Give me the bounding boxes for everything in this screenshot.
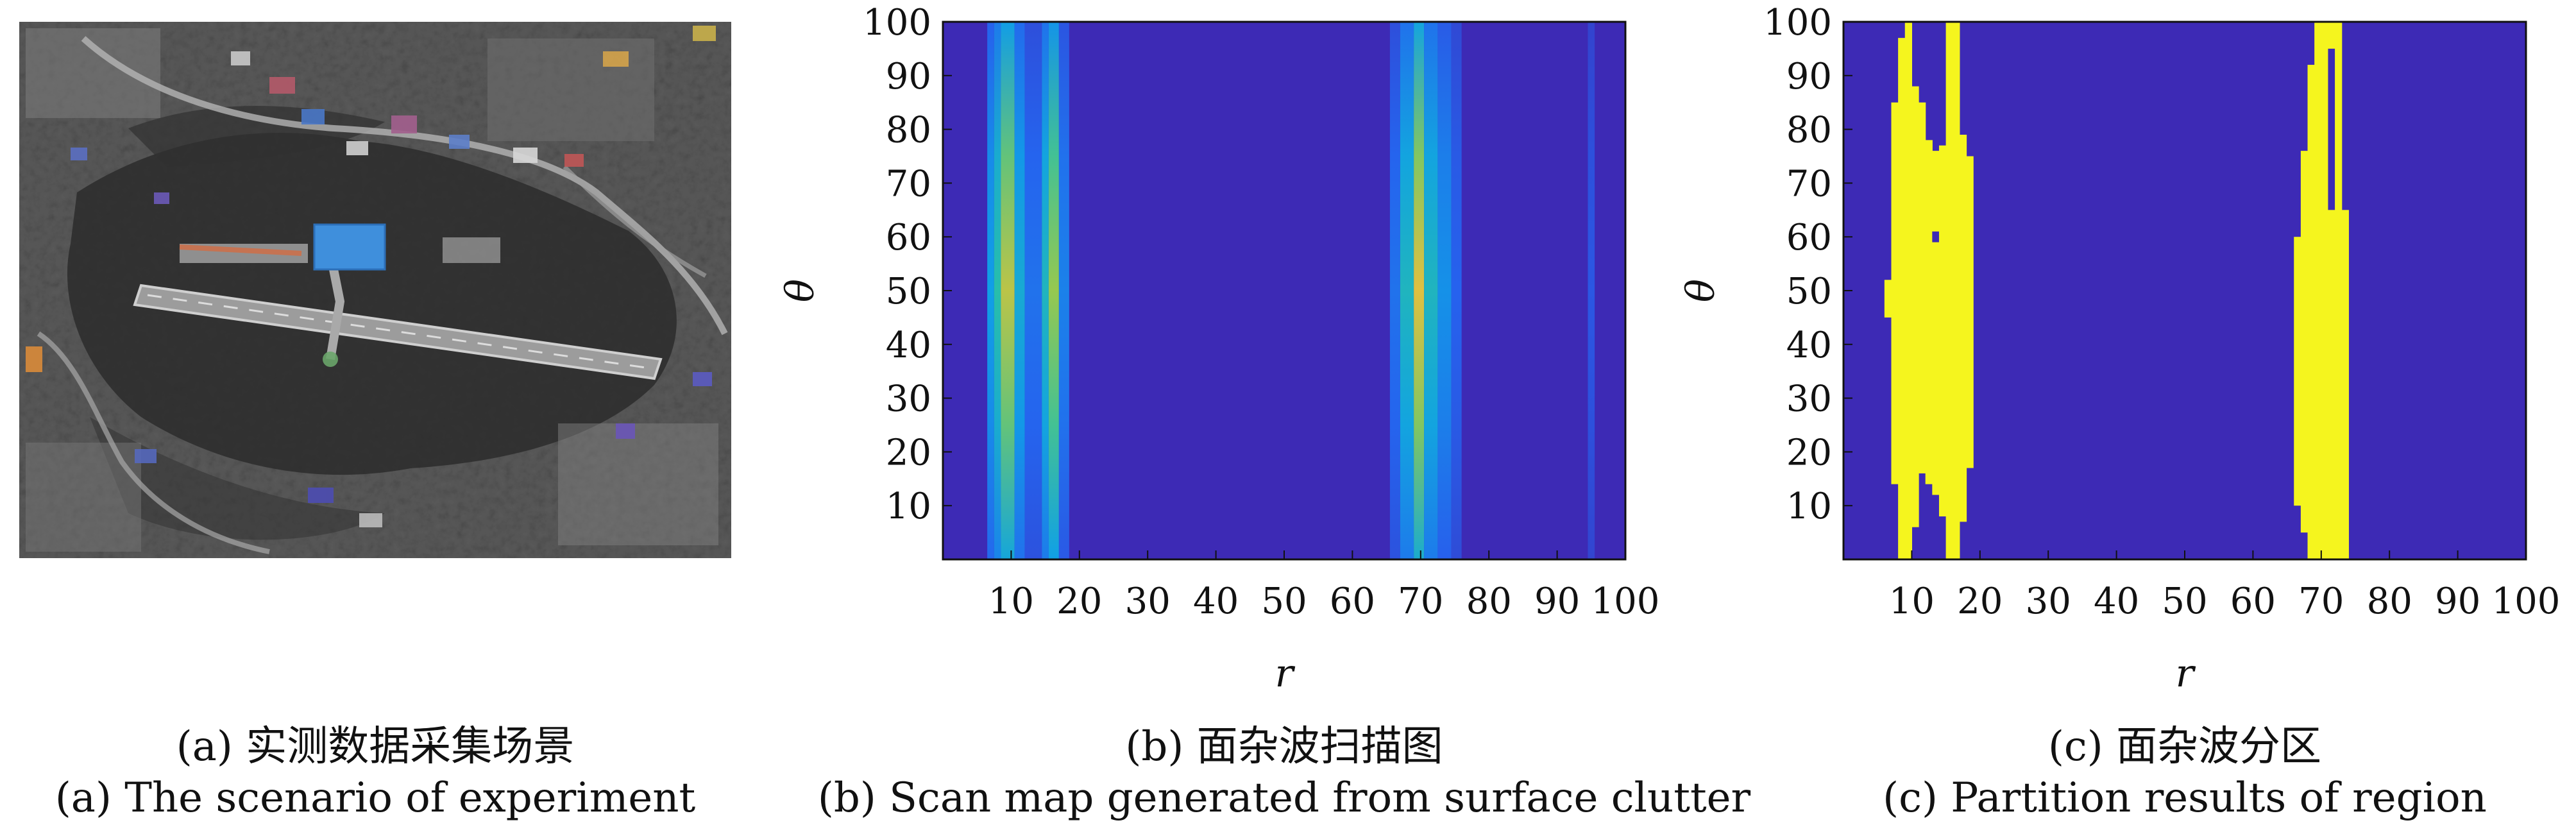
partition-region-cell (2307, 65, 2315, 560)
partition-x-ticks: 10 20 30 40 50 60 70 80 90 100 (1889, 550, 2561, 622)
partition-x-tick-label: 90 (2435, 581, 2480, 622)
scan-map-x-tick-label: 20 (1056, 581, 1102, 622)
scan-map-y-tick-label: 100 (863, 2, 931, 44)
scan-map-band (1451, 22, 1462, 559)
scan-map-band (1437, 22, 1452, 559)
caption-c-cn: (c) 面杂波分区 (2048, 723, 2321, 770)
scan-map-y-tick-label: 10 (886, 486, 931, 527)
scan-map-band (1001, 22, 1015, 559)
caption-c-en: (c) Partition results of region (1883, 774, 2487, 822)
partition-regions (1884, 22, 2349, 560)
partition-y-tick-label: 10 (1786, 486, 1832, 527)
partition-x-label: r (2176, 651, 2196, 696)
partition-x-tick-label: 10 (1889, 581, 1935, 622)
partition-region-cell (1945, 22, 1953, 559)
partition-x-tick-label: 40 (2094, 581, 2139, 622)
partition-region-cell (2300, 151, 2309, 533)
scan-map-y-tick-label: 60 (886, 217, 931, 259)
partition-region-cell (1919, 102, 1926, 473)
partition-y-tick-label: 50 (1786, 271, 1832, 312)
caption-b-en: (b) Scan map generated from surface clut… (818, 774, 1751, 822)
scan-map-x-tick-label: 100 (1591, 581, 1660, 622)
partition-chart: 10 20 30 40 50 60 70 80 90 100 10 20 30 40 50 60 70 80 90… (1679, 2, 2560, 696)
partition-x-tick-label: 70 (2298, 581, 2344, 622)
partition-y-tick-label: 90 (1786, 56, 1832, 98)
partition-region-cell (1959, 134, 1967, 522)
partition-region-cell (1904, 22, 1912, 559)
partition-region-cell (1925, 140, 1933, 484)
partition-x-tick-label: 100 (2492, 581, 2561, 622)
partition-region-cell (1966, 156, 1974, 468)
partition-y-tick-label: 70 (1786, 163, 1832, 205)
partition-region-cell (2294, 237, 2301, 506)
scan-map-band (1389, 22, 1400, 559)
partition-region-cell (1932, 151, 1940, 495)
scan-map-y-label: θ (778, 279, 823, 302)
scan-map-x-tick-label: 70 (1398, 581, 1443, 622)
scan-map-band (1414, 22, 1425, 559)
scan-map-band (987, 22, 994, 559)
scan-map-y-tick-label: 40 (886, 325, 931, 366)
scan-map-band (1024, 22, 1042, 559)
partition-region-cell (1898, 38, 1906, 559)
scan-map-x-ticks: 10 20 30 40 50 60 70 80 90 100 (988, 550, 1660, 622)
partition-region-cell (2328, 22, 2335, 559)
caption-b-cn: (b) 面杂波扫描图 (1125, 723, 1443, 770)
scan-map-y-ticks: 10 20 30 40 50 60 70 80 90 100 (863, 2, 952, 527)
partition-x-tick-label: 30 (2026, 581, 2071, 622)
scan-map-x-tick-label: 90 (1534, 581, 1580, 622)
scan-map-x-tick-label: 60 (1330, 581, 1375, 622)
partition-hole-cell (1932, 231, 1939, 242)
scan-map-x-label: r (1275, 651, 1296, 696)
partition-region-cell (1911, 86, 1919, 527)
scan-map-x-tick-label: 30 (1125, 581, 1171, 622)
scan-map-band (1048, 22, 1059, 559)
scan-map-band (1588, 22, 1595, 559)
partition-y-label: θ (1679, 279, 1724, 302)
partition-y-tick-label: 30 (1786, 378, 1832, 420)
scan-map-x-tick-label: 10 (988, 581, 1034, 622)
scan-map-band (1400, 22, 1414, 559)
scan-map-y-tick-label: 20 (886, 432, 931, 473)
scan-map-bands (987, 22, 1595, 559)
partition-y-tick-label: 40 (1786, 325, 1832, 366)
scan-map-y-tick-label: 30 (886, 378, 931, 420)
partition-y-tick-label: 60 (1786, 217, 1832, 259)
partition-region-cell (1938, 145, 1947, 516)
partition-x-tick-label: 50 (2162, 581, 2207, 622)
scan-map-chart: 10 20 30 40 50 60 70 80 90 100 10 20 30 40 50 60 70 80 90… (778, 2, 1659, 696)
scan-map-band (1042, 22, 1049, 559)
scan-map-band (1424, 22, 1438, 559)
partition-y-tick-label: 80 (1786, 110, 1832, 151)
partition-region-cell (2321, 22, 2329, 559)
partition-y-tick-label: 20 (1786, 432, 1832, 473)
scan-map-y-tick-label: 80 (886, 110, 931, 151)
partition-region-cell (2335, 22, 2343, 559)
partition-region-cell (1953, 22, 1960, 559)
partition-region-cell (1891, 102, 1899, 484)
scan-map-x-tick-label: 40 (1193, 581, 1239, 622)
caption-a-cn: (a) 实测数据采集场景 (176, 723, 574, 770)
partition-hole-cell (2328, 48, 2335, 210)
scan-map-band (994, 22, 1001, 559)
partition-x-tick-label: 60 (2230, 581, 2276, 622)
partition-region-cell (2314, 22, 2322, 559)
partition-y-tick-label: 100 (1763, 2, 1832, 44)
scan-map-y-tick-label: 70 (886, 163, 931, 205)
scan-map-band (1058, 22, 1069, 559)
partition-region-cell (1884, 280, 1892, 318)
partition-x-tick-label: 20 (1957, 581, 2003, 622)
partition-region-cell (2341, 210, 2349, 559)
caption-a-en: (a) The scenario of experiment (55, 774, 696, 822)
scan-map-y-tick-label: 90 (886, 56, 931, 98)
scan-map-y-tick-label: 50 (886, 271, 931, 312)
aerial-photo (19, 22, 731, 558)
partition-x-tick-label: 80 (2367, 581, 2412, 622)
scan-map-x-tick-label: 50 (1261, 581, 1307, 622)
partition-y-ticks: 10 20 30 40 50 60 70 80 90 100 (1763, 2, 1852, 527)
scan-map-band (1014, 22, 1025, 559)
scan-map-x-tick-label: 80 (1466, 581, 1512, 622)
